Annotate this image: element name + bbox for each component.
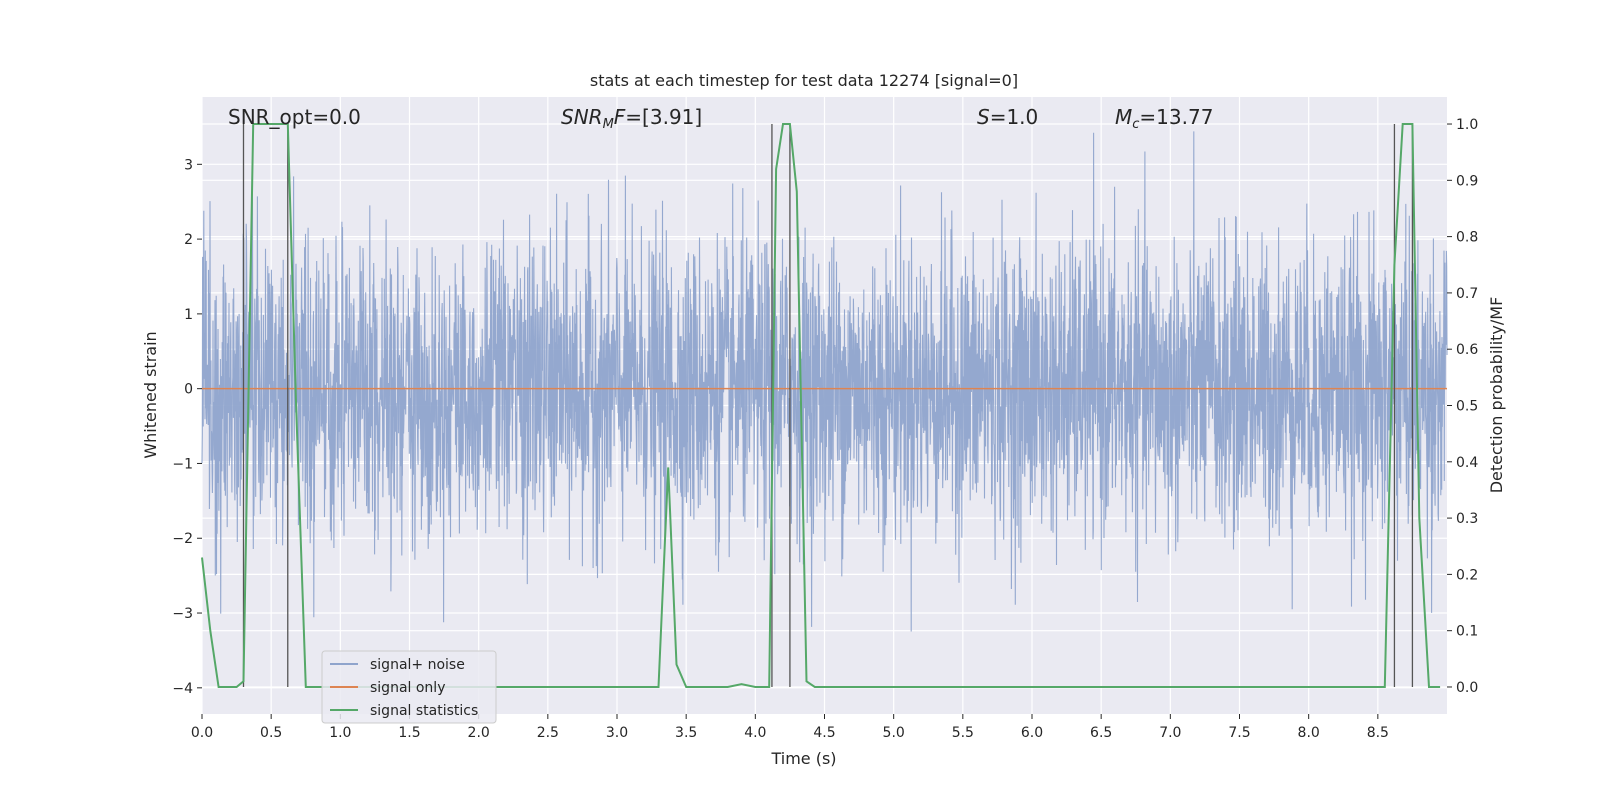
chart-title: stats at each timestep for test data 122… (590, 71, 1018, 90)
annotation-snr-mf: SNRMF=[3.91] (561, 105, 702, 132)
y2-tick-label: 0.9 (1456, 173, 1478, 189)
y-axis-left: 3 2 1 0 −1 −2 −3 −4 (172, 157, 202, 697)
x-tick-label: 3.0 (606, 725, 628, 741)
y2-tick-label: 0.5 (1456, 399, 1478, 415)
legend-label: signal only (370, 680, 445, 696)
x-tick-label: 6.5 (1090, 725, 1112, 741)
x-tick-label: 0.0 (191, 725, 213, 741)
x-tick-label: 1.5 (398, 725, 420, 741)
annotation-mc-value: Mc=13.77 (1115, 105, 1213, 132)
y2-tick-label: 0.0 (1456, 680, 1478, 696)
legend-label: signal statistics (370, 703, 478, 719)
legend: signal+ noise signal only signal statistic… (321, 650, 497, 724)
x-tick-label: 2.0 (468, 725, 490, 741)
y2-tick-label: 0.3 (1456, 511, 1478, 527)
y-axis-label: Whitened strain (141, 331, 160, 458)
y2-tick-label: 1.0 (1456, 117, 1478, 133)
x-tick-label: 5.0 (883, 725, 905, 741)
x-tick-label: 8.5 (1367, 725, 1389, 741)
y-tick-label: 2 (184, 232, 193, 248)
y2-tick-label: 0.7 (1456, 286, 1478, 302)
y2-tick-label: 0.2 (1456, 567, 1478, 583)
legend-label: signal+ noise (370, 657, 465, 673)
y2-tick-label: 0.6 (1456, 342, 1478, 358)
y-tick-label: 3 (184, 157, 193, 173)
x-tick-label: 6.0 (1021, 725, 1043, 741)
signal-statistics-line (201, 123, 1441, 688)
annotation-snr-opt: SNR_opt=0.0 (228, 105, 361, 129)
signal-statistics-series (201, 123, 1441, 688)
y-tick-label: −1 (172, 456, 193, 472)
legend-box (321, 650, 497, 724)
x-tick-label: 3.5 (675, 725, 697, 741)
y2-axis-label: Detection probability/MF (1487, 297, 1506, 494)
annotation-s-value: S=1.0 (977, 105, 1038, 129)
x-tick-label: 4.5 (813, 725, 835, 741)
vertical-markers (242, 124, 1414, 687)
x-tick-label: 2.5 (537, 725, 559, 741)
x-tick-label: 5.5 (952, 725, 974, 741)
annotations: SNR_opt=0.0 SNRMF=[3.91] S=1.0 Mc=13.77 (228, 105, 1213, 132)
y-tick-label: −2 (172, 531, 193, 547)
x-tick-label: 1.0 (329, 725, 351, 741)
y-tick-label: −4 (172, 681, 193, 697)
y-tick-label: 1 (184, 307, 193, 323)
x-axis: 0.0 0.5 1.0 1.5 2.0 2.5 3.0 3.5 4.0 4.5 5.0 5.5 6.0 6… (191, 714, 1389, 741)
y2-tick-label: 0.1 (1456, 624, 1478, 640)
y-tick-label: −3 (172, 606, 193, 622)
x-axis-label: Time (s) (770, 749, 836, 768)
y-axis-right: 1.0 0.9 0.8 0.7 0.6 0.5 0.4 0.3 0.2 0.1 0.0 (1447, 117, 1478, 696)
x-tick-label: 4.0 (744, 725, 766, 741)
noise-line (201, 131, 1448, 632)
x-tick-label: 7.0 (1159, 725, 1181, 741)
noise-series (201, 131, 1448, 632)
x-tick-label: 8.0 (1298, 725, 1320, 741)
y-tick-label: 0 (184, 382, 193, 398)
x-tick-label: 7.5 (1228, 725, 1250, 741)
y2-tick-label: 0.4 (1456, 455, 1478, 471)
y2-tick-label: 0.8 (1456, 230, 1478, 246)
x-tick-label: 0.5 (260, 725, 282, 741)
